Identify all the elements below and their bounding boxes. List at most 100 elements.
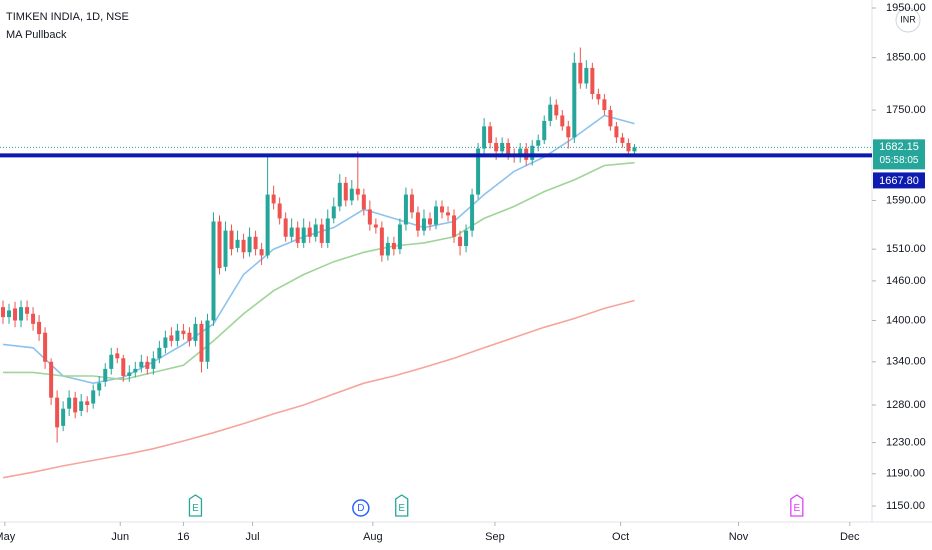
candle-body	[133, 368, 138, 373]
y-tick-label: 1190.00	[886, 468, 925, 480]
candle-body	[440, 206, 445, 213]
y-tick-label: 1950.00	[886, 2, 926, 14]
candle-body	[181, 330, 186, 335]
candle-body	[566, 126, 571, 138]
candle-body	[446, 212, 451, 216]
candle-body	[109, 354, 114, 369]
candle-body	[295, 227, 300, 243]
candle-body	[223, 230, 228, 267]
event-marker	[395, 494, 409, 517]
candle-body	[145, 361, 150, 369]
moving-average	[2, 299, 635, 479]
candle-body	[530, 145, 535, 160]
candle-body	[277, 203, 282, 219]
candle-body	[620, 137, 625, 143]
y-tick-label: 1400.00	[886, 314, 926, 326]
last-price-box	[873, 139, 925, 170]
candle-body	[19, 307, 24, 321]
candle-body	[7, 310, 12, 318]
candle-body	[289, 227, 294, 237]
candle-body	[379, 227, 384, 256]
candle-body	[415, 212, 420, 231]
candle-body	[578, 62, 583, 84]
candle-body	[25, 307, 30, 314]
candle-body	[434, 206, 438, 225]
candle-body	[127, 372, 132, 376]
candle-body	[199, 323, 204, 362]
y-tick-label: 1280.00	[886, 399, 926, 411]
event-label: E	[192, 503, 199, 514]
candle-body	[458, 236, 463, 247]
candle-body	[482, 126, 487, 149]
candle-body	[349, 188, 354, 201]
candle-body	[157, 347, 162, 359]
x-tick-label: 16	[177, 531, 189, 543]
x-tick-label: Jun	[111, 531, 129, 543]
x-tick-label: Oct	[612, 531, 629, 543]
candle-body	[626, 142, 631, 152]
candle-body	[217, 221, 222, 269]
candle-body	[229, 230, 234, 250]
y-tick-label: 1510.00	[886, 243, 926, 255]
x-tick-label: Nov	[729, 531, 749, 543]
candle-body	[319, 224, 324, 243]
candle-body	[163, 337, 168, 348]
level-price-box	[873, 172, 925, 189]
candle-body	[452, 215, 457, 237]
candle-body	[488, 126, 493, 143]
x-tick-label: Jul	[246, 531, 260, 543]
candle-body	[421, 218, 426, 231]
level-price-label: 1667.80	[879, 175, 919, 187]
candle-body	[259, 249, 264, 256]
bar-countdown: 05:58:05	[880, 155, 919, 166]
currency-badge[interactable]	[895, 7, 921, 33]
candle-body	[343, 182, 348, 201]
candle-body	[554, 104, 559, 116]
candle-body	[608, 110, 613, 127]
x-tick-label: Sep	[485, 531, 505, 543]
candle-body	[355, 188, 360, 195]
candle-body	[283, 218, 288, 237]
candle-body	[337, 182, 342, 207]
candle-body	[427, 218, 432, 225]
indicator-name: MA Pullback	[6, 29, 67, 41]
candle-body	[91, 390, 96, 404]
candle-body	[175, 330, 180, 341]
candle-body	[409, 194, 414, 213]
candle-body	[301, 227, 306, 243]
x-tick-label: May	[0, 531, 16, 543]
candle-body	[49, 361, 54, 398]
candle-body	[151, 358, 156, 369]
candle-body	[139, 361, 144, 368]
candle-body	[632, 147, 637, 152]
event-label: E	[398, 503, 405, 514]
event-label: D	[357, 503, 364, 514]
y-tick-label: 1230.00	[886, 436, 926, 448]
candle-body	[37, 321, 42, 335]
candle-body	[31, 313, 36, 324]
candle-body	[518, 148, 523, 158]
candle-body	[121, 358, 126, 376]
candle-body	[361, 194, 366, 210]
candle-body	[211, 221, 216, 321]
candle-body	[391, 242, 396, 250]
candle-body	[584, 67, 589, 84]
x-tick-label: Dec	[840, 531, 860, 543]
candle-body	[205, 320, 210, 362]
candle-body	[602, 99, 607, 111]
candle-body	[385, 242, 390, 256]
currency: INR	[900, 14, 916, 24]
candle-body	[97, 383, 102, 391]
last-price-label: 1682.15	[879, 141, 919, 153]
candle-body	[476, 148, 481, 195]
candle-body	[560, 115, 565, 127]
candle-body	[331, 206, 336, 219]
event-marker	[352, 499, 370, 517]
chart-title: TIMKEN INDIA, 1D, NSE	[6, 11, 129, 23]
candle-body	[55, 397, 60, 428]
x-tick-label: Aug	[363, 531, 383, 543]
candle-body	[85, 401, 90, 405]
event-marker	[188, 494, 203, 517]
candle-body	[193, 323, 198, 341]
